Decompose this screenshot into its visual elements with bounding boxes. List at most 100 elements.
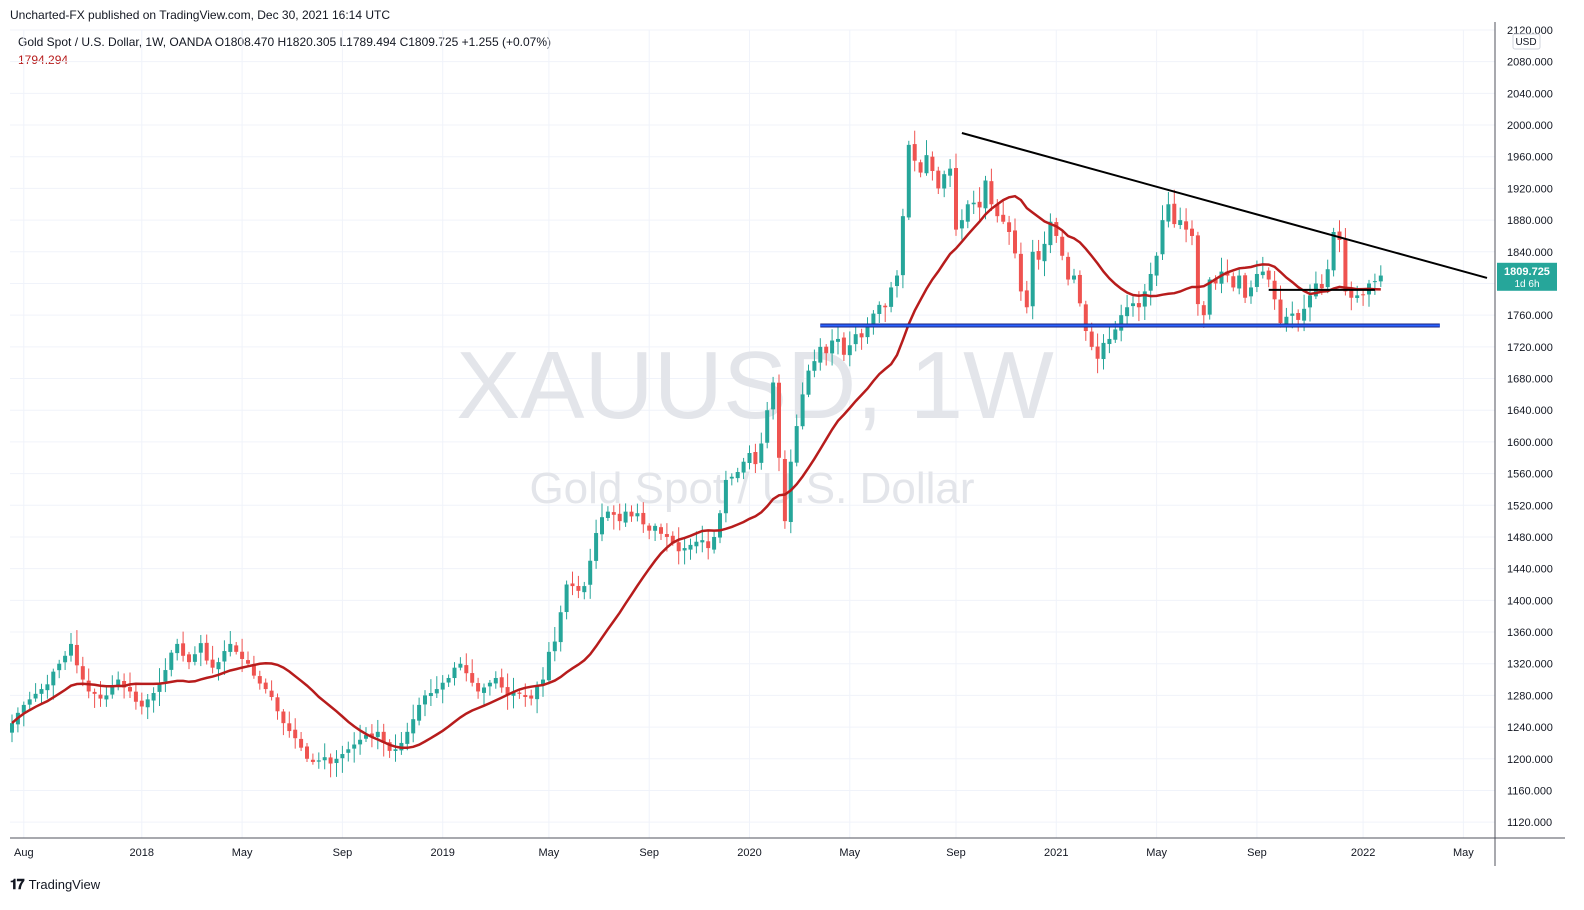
y-tick-label: 1440.000 (1507, 564, 1553, 576)
drawing-tools (820, 132, 1488, 328)
x-tick-label: Sep (639, 847, 659, 859)
tradingview-logo[interactable]: 𝟏𝟕 TradingView (10, 876, 100, 893)
candle-body (623, 511, 628, 523)
candle-body (269, 690, 274, 697)
candle-body (777, 382, 781, 458)
candle-body (600, 517, 604, 535)
candle-body (122, 681, 127, 688)
candle-body (859, 333, 864, 338)
candle-body (63, 655, 68, 663)
candle-body (1131, 303, 1135, 307)
y-tick-label: 1840.000 (1507, 247, 1553, 259)
candle-body (641, 512, 646, 525)
candle-body (1036, 251, 1041, 260)
candle-body (423, 695, 427, 705)
candle-body (1190, 228, 1194, 236)
candle-body (582, 586, 587, 593)
candle-body (139, 700, 144, 707)
candle-body (1201, 305, 1206, 316)
candle-body (877, 304, 882, 314)
candle-body (1095, 346, 1100, 359)
x-tick-label: 2019 (430, 847, 454, 859)
y-tick-label: 1160.000 (1507, 785, 1552, 797)
candle-body (729, 476, 734, 479)
watermark-name: Gold Spot / U.S. Dollar (529, 464, 974, 513)
candle-body (830, 340, 835, 354)
candle-body (765, 410, 770, 443)
candle-body (21, 704, 26, 713)
candle-body (1148, 273, 1153, 291)
candle-body (293, 729, 298, 739)
candle-body (505, 687, 510, 696)
y-tick-label: 1360.000 (1507, 627, 1553, 639)
candle-body (535, 685, 540, 700)
candle-body (1089, 331, 1094, 347)
candle-body (847, 345, 852, 356)
candle-body (895, 275, 899, 287)
candle-body (181, 643, 186, 656)
candle-body (1195, 235, 1200, 305)
candle-body (434, 689, 439, 694)
candle-body (1113, 329, 1118, 340)
candle-body (954, 168, 958, 230)
x-tick-label: Sep (333, 847, 353, 859)
candle-body (482, 687, 486, 693)
candle-body (1142, 291, 1147, 307)
candle-body (1266, 270, 1271, 280)
candle-body (240, 651, 245, 659)
candle-body (558, 612, 563, 643)
candle-body (1207, 279, 1212, 315)
x-tick-label: 2020 (737, 847, 761, 859)
candle-body (806, 370, 811, 395)
candle-body (234, 645, 239, 652)
y-tick-label: 1920.000 (1507, 183, 1553, 195)
candle-body (316, 760, 321, 762)
candle-body (1243, 275, 1248, 298)
x-tick-label: Sep (1247, 847, 1267, 859)
x-tick-label: 2018 (130, 847, 154, 859)
candle-body (128, 687, 132, 692)
candle-body (529, 695, 534, 699)
candle-body (452, 667, 457, 679)
candle-body (417, 704, 422, 721)
candle-body (942, 174, 947, 189)
y-tick-label: 1640.000 (1507, 405, 1553, 417)
candle-body (411, 719, 416, 734)
y-tick-label: 1200.000 (1507, 754, 1553, 766)
candle-body (924, 155, 929, 174)
candle-body (1213, 279, 1218, 284)
x-tick-label: May (539, 847, 560, 859)
candle-body (588, 560, 593, 585)
candle-body (688, 544, 693, 550)
candle-body (1077, 274, 1082, 304)
candle-body (971, 202, 976, 205)
x-tick-label: Aug (14, 847, 34, 859)
candle-body (33, 693, 38, 699)
candle-body (1172, 203, 1177, 225)
candle-body (1072, 275, 1076, 280)
y-tick-label: 1880.000 (1507, 215, 1553, 227)
symbol-legend[interactable]: Gold Spot / U.S. Dollar, 1W, OANDA O1808… (18, 35, 552, 49)
candle-body (352, 744, 357, 749)
candle-body (1083, 304, 1088, 332)
candle-body (1136, 303, 1141, 308)
candle-body (653, 525, 658, 531)
candle-body (1154, 255, 1159, 276)
candle-body (1361, 294, 1366, 296)
candle-body (1178, 220, 1183, 225)
candle-body (228, 643, 233, 652)
candle-body (299, 738, 304, 748)
candle-body (499, 677, 504, 688)
candle-body (741, 461, 746, 473)
candle-body (198, 643, 203, 653)
candle-body (605, 511, 610, 518)
candle-body (1066, 256, 1071, 280)
candle-body (812, 361, 817, 371)
candle-body (145, 699, 150, 708)
candle-body (1007, 222, 1012, 232)
candle-body (1231, 276, 1236, 288)
candle-body (458, 663, 463, 668)
candle-body (552, 641, 557, 652)
candle-body (151, 693, 156, 701)
